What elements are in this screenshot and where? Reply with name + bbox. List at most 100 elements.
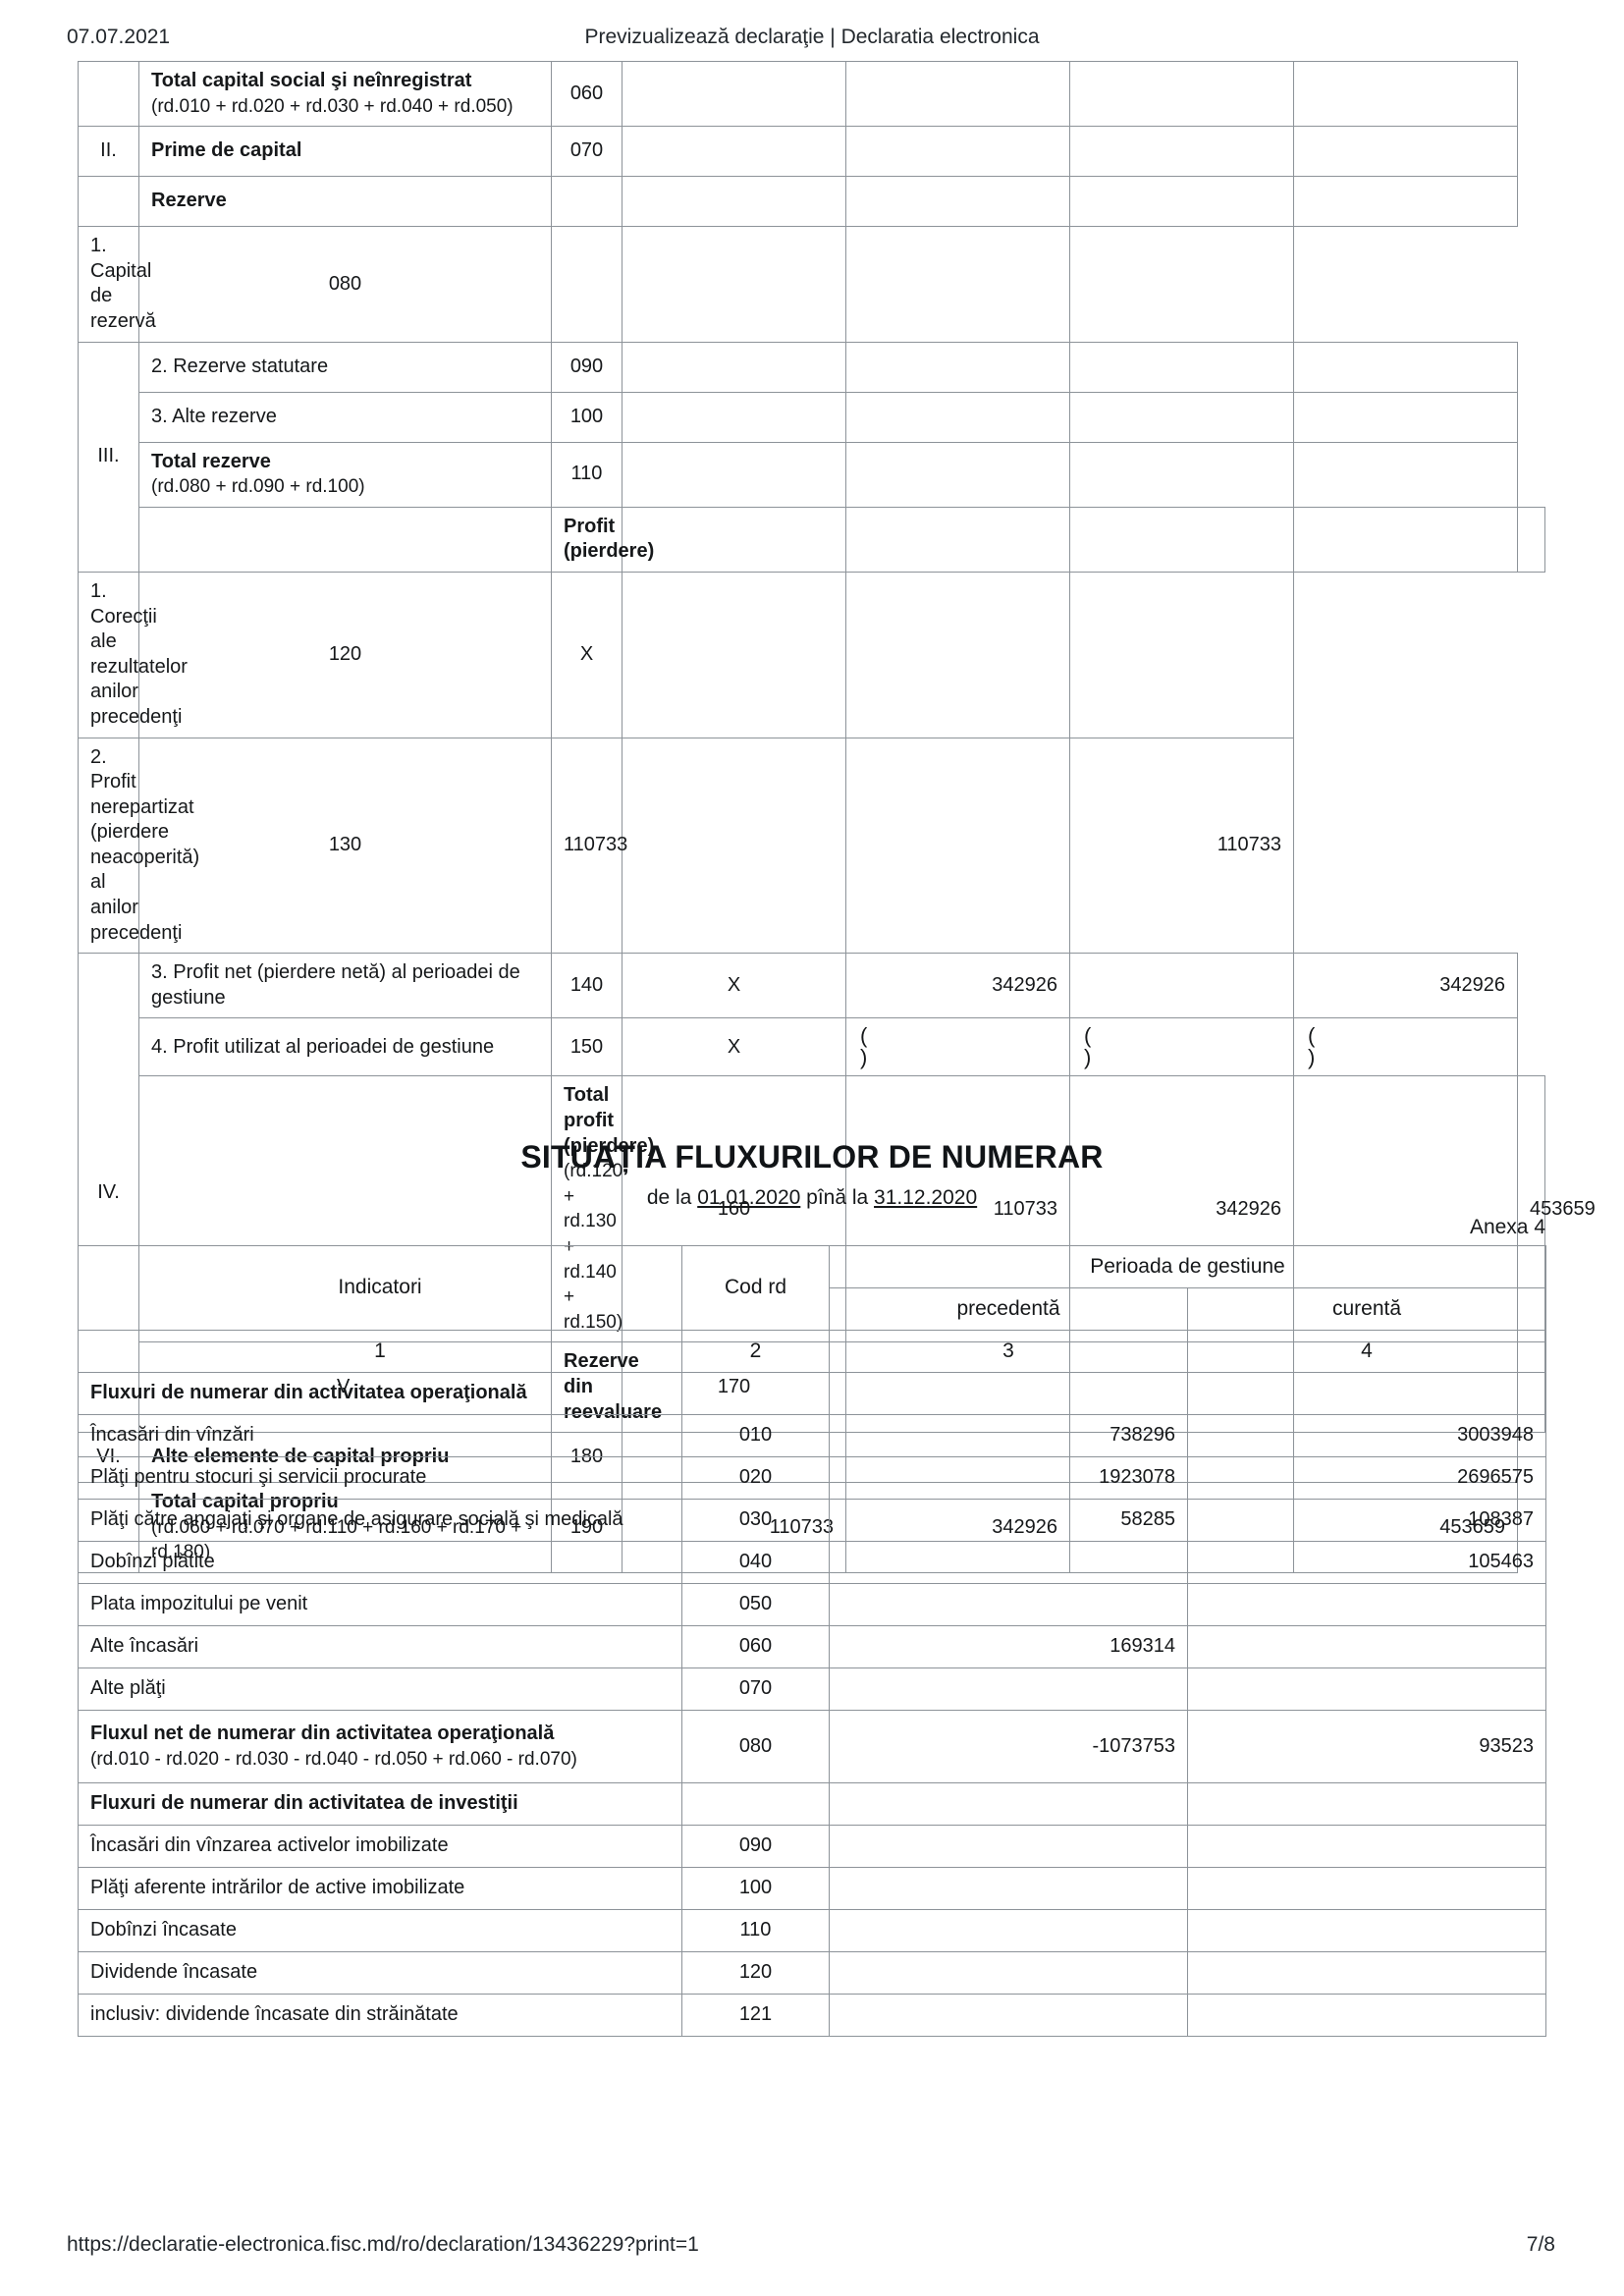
cashflow-table: Indicatori Cod rd Perioada de gestiune p… [78,1245,1546,2037]
table-row: Plăţi către angajaţi şi organe de asigur… [78,1499,1546,1542]
table-row: 1. Corecţii ale rezultatelor anilor prec… [78,571,1545,738]
row-code: 150 [551,1017,623,1077]
row-value-col-3 [1069,341,1294,393]
row-indicator-name: 3. Profit net (pierdere netă) al perioad… [138,953,552,1019]
row-indicator-name: Rezerve [138,176,552,228]
table-row: III. 2. Rezerve statutare 090 [78,341,1545,573]
row-value-precedenta [829,1994,1188,2037]
cashflow-title: SITUAȚIA FLUXURILOR DE NUMERAR [520,1139,1104,1175]
row-value-col-3 [845,737,1070,955]
period-mid: pînă la [800,1186,875,1209]
table-row: Plăţi aferente intrărilor de active imob… [78,1867,1546,1910]
table-row: Alte încasări 060 169314 [78,1625,1546,1668]
row-code: 110 [551,441,623,508]
row-indicator-name: Prime de capital [138,126,552,178]
table-row: Profit (pierdere) [79,506,1545,573]
row-value-col-1 [622,341,846,393]
footer-url: https://declaratie-electronica.fisc.md/r… [67,2233,699,2256]
row-indicator-name: Fluxuri de numerar din activitatea opera… [78,1372,682,1415]
row-value-col-1 [622,126,846,178]
row-indicator-name: 2. Profit nerepartizat (pierdere neacope… [78,737,199,955]
row-code [681,1782,830,1826]
row-value-col-1 [845,506,1070,573]
table-row: Plata impozitului pe venit 050 [78,1583,1546,1626]
header-perioada: Perioada de gestiune [829,1245,1546,1288]
row-value-col-1: X [622,953,846,1019]
row-code: 070 [681,1667,830,1711]
row-value-col-1 [551,226,623,343]
row-value-curenta [1187,1667,1546,1711]
row-code: 020 [681,1456,830,1500]
row-indicator-name: Încasări din vînzări [78,1414,682,1457]
equity-table: Total capital social şi neînregistrat (rd… [78,60,1596,1573]
row-value-col-3 [1069,60,1294,128]
row-value-precedenta [829,1867,1188,1910]
row-code: 080 [681,1710,830,1783]
table-header-row: Indicatori Cod rd Perioada de gestiune [78,1245,1546,1331]
table-row: Rezerve [78,176,1545,228]
header-indicatori: Indicatori [78,1245,682,1331]
row-value-curenta [1187,1583,1546,1626]
row-value-col-4 [1293,126,1518,178]
table-row: Plăţi pentru stocuri şi servicii procura… [78,1456,1546,1500]
row-code: 090 [681,1825,830,1868]
row-value-precedenta [829,1825,1188,1868]
row-value-col-1 [622,176,846,228]
row-value-col-4: () [1293,1017,1518,1077]
table-row: Dividende încasate 120 [78,1951,1546,1995]
row-value-col-3 [1069,176,1294,228]
row-value-curenta: 108387 [1187,1499,1546,1542]
row-value-col-4 [1293,391,1518,443]
table-row: 4. Profit utilizat al perioadei de gesti… [79,1017,1545,1077]
row-code [681,1372,830,1415]
cashflow-table-wrap: Indicatori Cod rd Perioada de gestiune p… [78,1245,1546,2037]
row-value-col-3 [845,571,1070,738]
row-code [622,506,846,573]
header-cod-rd: Cod rd [681,1245,830,1331]
row-value-col-1: 110733 [551,737,627,955]
row-value-col-2 [845,60,1070,128]
table-column-numbers-row: 1 2 3 4 [78,1330,1546,1373]
row-indicator-name: Dobînzi plătite [78,1541,682,1584]
row-value-col-4 [1293,176,1518,228]
row-value-col-2 [845,341,1070,393]
row-value-precedenta: -1073753 [829,1710,1188,1783]
row-indicator-name: 2. Rezerve statutare [138,341,552,393]
row-value-col-2: 342926 [845,953,1070,1019]
row-indicator-name: Dobînzi încasate [78,1909,682,1952]
row-value-curenta [1187,1372,1546,1415]
row-value-col-3: () [1069,1017,1294,1077]
period-to: 31.12.2020 [874,1186,978,1209]
row-code: 100 [681,1867,830,1910]
row-value-precedenta [829,1782,1188,1826]
row-indicator-name: Plăţi aferente intrărilor de active imob… [78,1867,682,1910]
running-footer: https://declaratie-electronica.fisc.md/r… [0,2233,1624,2263]
row-value-col-3 [1069,953,1294,1019]
row-code: 120 [681,1951,830,1995]
table-row: IV. 3. Profit net (pierdere netă) al peri… [78,953,1545,1434]
row-value-precedenta [829,1583,1188,1626]
row-indicator-name: Fluxuri de numerar din activitatea de in… [78,1782,682,1826]
row-code: 120 [138,571,552,738]
table-row: Fluxul net de numerar din activitatea op… [78,1710,1546,1783]
row-value-col-2 [845,441,1070,508]
colnum-4: 4 [1187,1330,1546,1373]
row-code: 110 [681,1909,830,1952]
row-value-col-4: 110733 [1069,737,1294,955]
row-indicator-name: 4. Profit utilizat al perioadei de gesti… [138,1017,552,1077]
row-value-curenta [1187,1909,1546,1952]
row-roman-numeral: II. [78,126,139,178]
table-row: Fluxuri de numerar din activitatea de in… [78,1782,1546,1826]
footer-page-number: 7/8 [1526,2233,1555,2256]
row-value-col-2: () [845,1017,1070,1077]
colnum-2: 2 [681,1330,830,1373]
table-row: Încasări din vînzări 010 738296 3003948 [78,1414,1546,1457]
period-prefix: de la [646,1186,698,1209]
table-row: inclusiv: dividende încasate din străină… [78,1994,1546,2037]
row-value-curenta [1187,1825,1546,1868]
table-row: 3. Alte rezerve 100 [79,391,1545,443]
row-indicator-name: Alte încasări [78,1625,682,1668]
row-value-col-2 [845,126,1070,178]
row-indicator-name: 1. Capital de rezervă [78,226,156,343]
